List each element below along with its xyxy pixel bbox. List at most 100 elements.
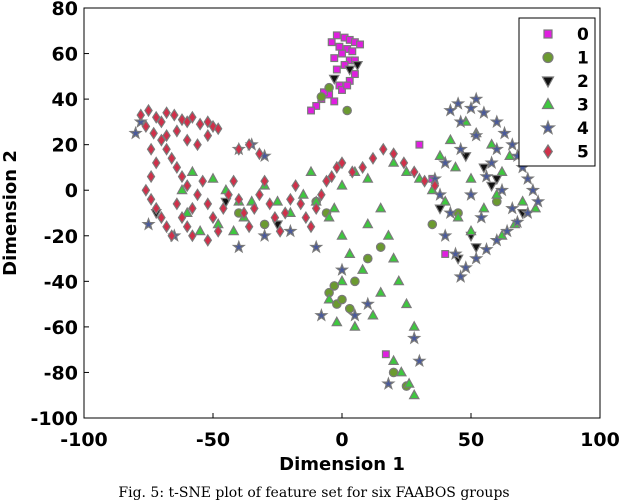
- point-series-3-16: [336, 275, 348, 286]
- point-series-2-12: [434, 204, 446, 215]
- point-series-3-14: [331, 316, 343, 327]
- point-series-4-30: [474, 210, 489, 224]
- point-series-4-20: [438, 228, 453, 242]
- point-series-4-4: [497, 125, 512, 140]
- point-series-5-41: [229, 174, 238, 188]
- point-series-3-2: [336, 229, 348, 240]
- point-series-0-8: [330, 54, 339, 63]
- point-series-0-15: [338, 86, 346, 94]
- point-series-5-48: [265, 197, 275, 211]
- legend-label-1: 1: [577, 49, 589, 69]
- point-series-4-53: [412, 353, 427, 368]
- point-series-5-57: [311, 201, 321, 215]
- point-series-3-61: [387, 156, 400, 167]
- point-series-4-16: [469, 251, 484, 265]
- point-series-0-24: [356, 40, 365, 49]
- point-series-5-18: [172, 160, 182, 175]
- point-series-2-2: [328, 74, 340, 85]
- y-tick-label: -20: [44, 226, 78, 248]
- y-tick-label: -60: [44, 317, 78, 339]
- point-series-5-16: [162, 142, 171, 156]
- point-series-3-4: [356, 263, 369, 274]
- point-series-3-18: [387, 354, 400, 365]
- point-series-3-59: [328, 202, 340, 213]
- point-series-3-8: [387, 252, 400, 263]
- point-series-4-44: [231, 239, 246, 254]
- point-series-5-67: [389, 147, 398, 161]
- point-series-5-31: [177, 210, 187, 225]
- legend-label-3: 3: [577, 96, 589, 116]
- point-series-5-12: [213, 122, 223, 136]
- point-series-5-33: [188, 201, 197, 216]
- point-series-4-54: [381, 376, 396, 390]
- point-series-0-11: [332, 65, 341, 74]
- point-series-3-31: [485, 138, 498, 149]
- x-tick-label: 0: [335, 429, 348, 451]
- point-series-5-20: [182, 179, 192, 193]
- y-tick-label: 0: [65, 180, 78, 202]
- point-series-4-26: [469, 128, 484, 142]
- point-series-5-73: [244, 138, 254, 152]
- point-series-1-4: [329, 281, 340, 291]
- point-series-3-12: [367, 309, 379, 320]
- point-series-5-26: [151, 201, 161, 216]
- legend-marker-1: [542, 51, 554, 64]
- point-series-5-79: [162, 128, 171, 143]
- legend-label-5: 5: [577, 143, 589, 163]
- y-tick-label: 60: [52, 44, 78, 66]
- point-series-5-22: [151, 156, 161, 170]
- point-series-5-54: [296, 197, 306, 211]
- point-series-5-39: [219, 201, 228, 216]
- point-series-4-27: [484, 155, 499, 169]
- point-series-3-63: [305, 165, 317, 176]
- point-series-5-47: [260, 174, 269, 188]
- point-series-4-22: [432, 187, 448, 201]
- y-tick-label: 80: [52, 0, 78, 20]
- point-series-4-32: [479, 169, 494, 183]
- point-series-5-15: [157, 133, 166, 147]
- point-series-3-53: [207, 172, 219, 183]
- point-series-4-25: [453, 141, 468, 156]
- point-series-5-76: [203, 128, 213, 143]
- point-series-4-10: [531, 194, 546, 208]
- point-series-4-2: [476, 105, 491, 119]
- point-series-5-45: [249, 201, 259, 215]
- point-series-5-4: [162, 106, 171, 120]
- point-series-5-11: [208, 119, 218, 133]
- legend-label-2: 2: [577, 72, 589, 92]
- point-series-1-6: [388, 367, 399, 378]
- point-series-1-2: [337, 294, 347, 305]
- point-series-5-8: [188, 110, 197, 124]
- point-series-5-14: [149, 126, 158, 140]
- point-series-3-62: [297, 188, 309, 199]
- point-series-0-25: [327, 38, 336, 47]
- point-series-5-7: [182, 115, 192, 129]
- point-series-1-15: [316, 92, 327, 102]
- point-series-3-9: [393, 275, 405, 286]
- point-series-3-25: [452, 211, 464, 222]
- x-tick-label: 100: [580, 429, 620, 451]
- legend-box: [518, 17, 596, 167]
- point-series-5-3: [157, 115, 166, 129]
- point-series-3-10: [400, 297, 413, 309]
- point-series-3-50: [181, 206, 193, 217]
- point-series-1-11: [375, 242, 386, 252]
- point-series-0-22: [343, 81, 352, 90]
- point-series-3-7: [382, 229, 395, 240]
- point-series-5-64: [358, 160, 367, 175]
- point-series-0-18: [330, 97, 339, 106]
- point-series-3-17: [408, 320, 420, 331]
- series-5: [136, 103, 440, 247]
- point-series-0-26: [415, 140, 424, 149]
- point-series-5-50: [275, 224, 285, 238]
- point-series-5-75: [193, 138, 202, 152]
- point-series-5-35: [198, 174, 208, 188]
- point-series-5-74: [255, 147, 264, 161]
- point-series-2-11: [460, 152, 472, 163]
- point-series-5-71: [430, 179, 440, 193]
- point-series-4-35: [443, 103, 458, 117]
- point-series-4-14: [489, 232, 504, 247]
- point-series-4-46: [283, 223, 298, 238]
- point-series-5-9: [195, 117, 205, 131]
- point-series-3-30: [504, 149, 516, 160]
